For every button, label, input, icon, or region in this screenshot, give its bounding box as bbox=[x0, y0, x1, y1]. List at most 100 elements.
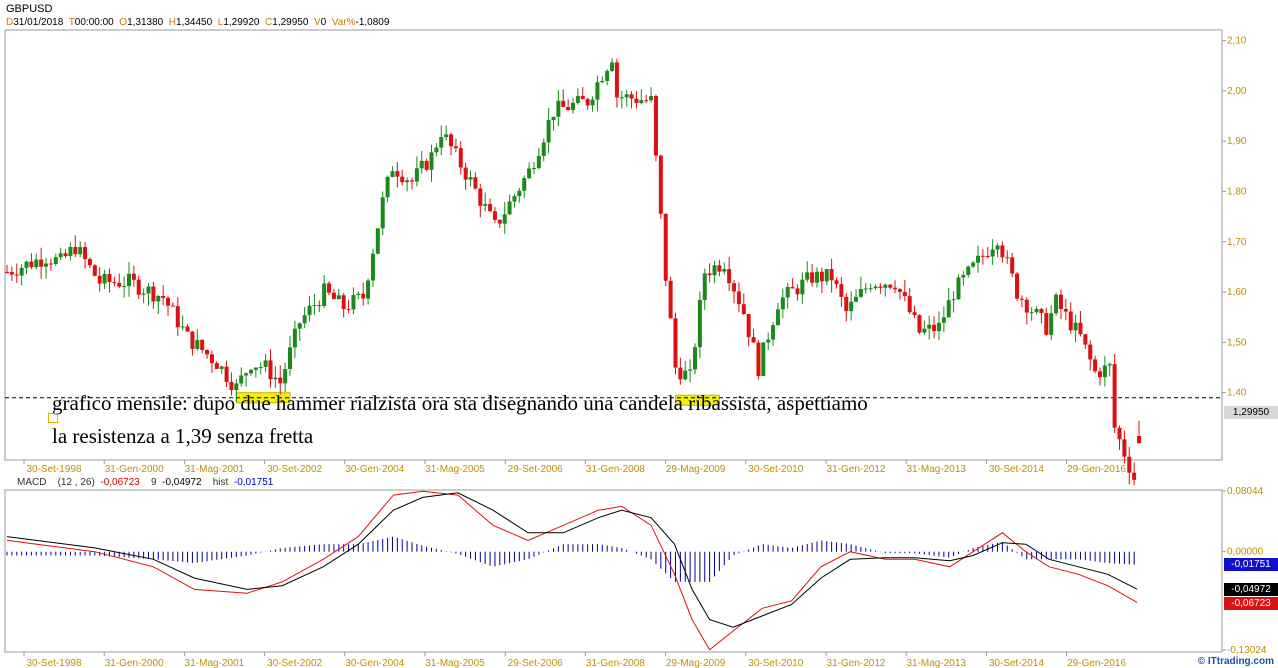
candle-body bbox=[185, 326, 190, 332]
candle-body bbox=[541, 142, 546, 156]
candle-body bbox=[1132, 472, 1137, 480]
candle-body bbox=[468, 177, 473, 180]
price-tick-label: 1,60 bbox=[1227, 287, 1247, 298]
candle-body bbox=[58, 253, 63, 258]
candle-body bbox=[590, 99, 595, 106]
candle-body bbox=[624, 94, 629, 98]
candle-body bbox=[102, 273, 107, 284]
macd-tick-label: -0,13024 bbox=[1227, 645, 1267, 656]
candle-body bbox=[580, 95, 585, 100]
date-tick-label: 30-Gen-2004 bbox=[345, 658, 404, 668]
date-tick-label: 31-Mag-2013 bbox=[906, 658, 966, 668]
date-tick-label: 31-Gen-2000 bbox=[105, 464, 164, 475]
candle-body bbox=[839, 284, 844, 297]
candle-body bbox=[775, 309, 780, 326]
candle-body bbox=[902, 291, 907, 297]
candle-body bbox=[307, 305, 312, 316]
candle-body bbox=[327, 283, 332, 293]
candle-body bbox=[717, 265, 722, 272]
candle-body bbox=[161, 295, 166, 298]
candle-body bbox=[424, 160, 429, 170]
candle-body bbox=[146, 286, 151, 294]
open-key: O bbox=[119, 17, 128, 28]
candle-body bbox=[122, 286, 127, 288]
candle-body bbox=[927, 324, 932, 329]
candle-body bbox=[5, 271, 9, 273]
candle-body bbox=[268, 360, 273, 380]
date-tick-label: 29-Mag-2009 bbox=[666, 658, 726, 668]
date-key: D bbox=[6, 17, 14, 28]
candle-body bbox=[73, 247, 78, 255]
candle-body bbox=[24, 261, 29, 268]
candle-body bbox=[976, 255, 981, 263]
ohlc-readout: D31/01/2018 T00:00:00 O1,31380 H1,34450 … bbox=[6, 17, 389, 28]
candle-body bbox=[1000, 245, 1005, 258]
candle-body bbox=[478, 188, 483, 206]
price-tick-label: 1,80 bbox=[1227, 186, 1247, 197]
last-price-tag: 1,29950 bbox=[1224, 406, 1278, 419]
candle-body bbox=[449, 134, 454, 147]
candle-body bbox=[341, 295, 346, 310]
macd-value-tag: -0,06723 bbox=[1224, 597, 1278, 610]
candle-body bbox=[190, 331, 195, 349]
candle-body bbox=[141, 293, 146, 295]
candle-body bbox=[419, 160, 424, 169]
date-tick-label: 29-Gen-2016 bbox=[1067, 464, 1126, 475]
candle-body bbox=[614, 62, 619, 98]
candle-body bbox=[849, 301, 854, 312]
candle-body bbox=[1122, 439, 1127, 457]
candle-body bbox=[917, 315, 922, 333]
macd-name: MACD bbox=[17, 477, 47, 488]
candle-body bbox=[780, 297, 785, 310]
candle-body bbox=[790, 287, 795, 289]
candle-body bbox=[44, 263, 49, 267]
candle-body bbox=[1068, 311, 1073, 331]
candle-body bbox=[297, 323, 302, 329]
hist-value: -0,01751 bbox=[233, 477, 274, 488]
candle-body bbox=[370, 253, 375, 281]
date-tick-label: 31-Mag-2013 bbox=[906, 464, 966, 475]
candle-body bbox=[585, 99, 590, 106]
candle-body bbox=[932, 324, 937, 332]
candle-body bbox=[1093, 359, 1098, 372]
candle-body bbox=[1127, 456, 1132, 473]
candle-body bbox=[692, 347, 697, 370]
candle-body bbox=[961, 274, 966, 278]
candle-body bbox=[458, 148, 463, 168]
candle-body bbox=[87, 259, 92, 266]
var-key: Var% bbox=[331, 17, 356, 28]
candle-body bbox=[244, 373, 249, 376]
candle-body bbox=[395, 171, 400, 177]
candle-body bbox=[688, 369, 693, 371]
date-tick-label: 30-Set-2002 bbox=[267, 464, 322, 475]
macd-line bbox=[6, 490, 1138, 651]
candle-body bbox=[385, 176, 390, 198]
date-tick-label: 31-Mag-2005 bbox=[425, 658, 485, 668]
candle-body bbox=[107, 273, 112, 283]
candle-body bbox=[1044, 313, 1049, 335]
candle-body bbox=[697, 300, 702, 348]
candle-body bbox=[985, 256, 990, 258]
date-tick-label: 31-Gen-2012 bbox=[827, 464, 886, 475]
date-tick-label: 31-Mag-2005 bbox=[425, 464, 485, 475]
date-tick-label: 30-Set-1998 bbox=[26, 658, 81, 668]
candle-body bbox=[126, 273, 131, 287]
brand-logo: © ITtrading.com bbox=[1197, 656, 1274, 667]
candle-body bbox=[229, 381, 234, 391]
close-key: C bbox=[265, 17, 273, 28]
candle-body bbox=[658, 155, 663, 214]
date-tick-label: 30-Set-2010 bbox=[748, 464, 803, 475]
candle-body bbox=[663, 213, 668, 281]
candle-body bbox=[361, 293, 366, 299]
candle-body bbox=[527, 168, 532, 179]
candle-body bbox=[824, 269, 829, 282]
candle-body bbox=[795, 288, 800, 295]
candle-body bbox=[209, 354, 214, 364]
low-value: 1,29920 bbox=[223, 17, 260, 28]
candle-body bbox=[283, 368, 288, 384]
candle-body bbox=[819, 271, 824, 282]
date-tick-label: 29-Gen-2016 bbox=[1067, 658, 1126, 668]
candle-body bbox=[492, 211, 497, 220]
date-tick-label: 31-Mag-2001 bbox=[185, 658, 245, 668]
